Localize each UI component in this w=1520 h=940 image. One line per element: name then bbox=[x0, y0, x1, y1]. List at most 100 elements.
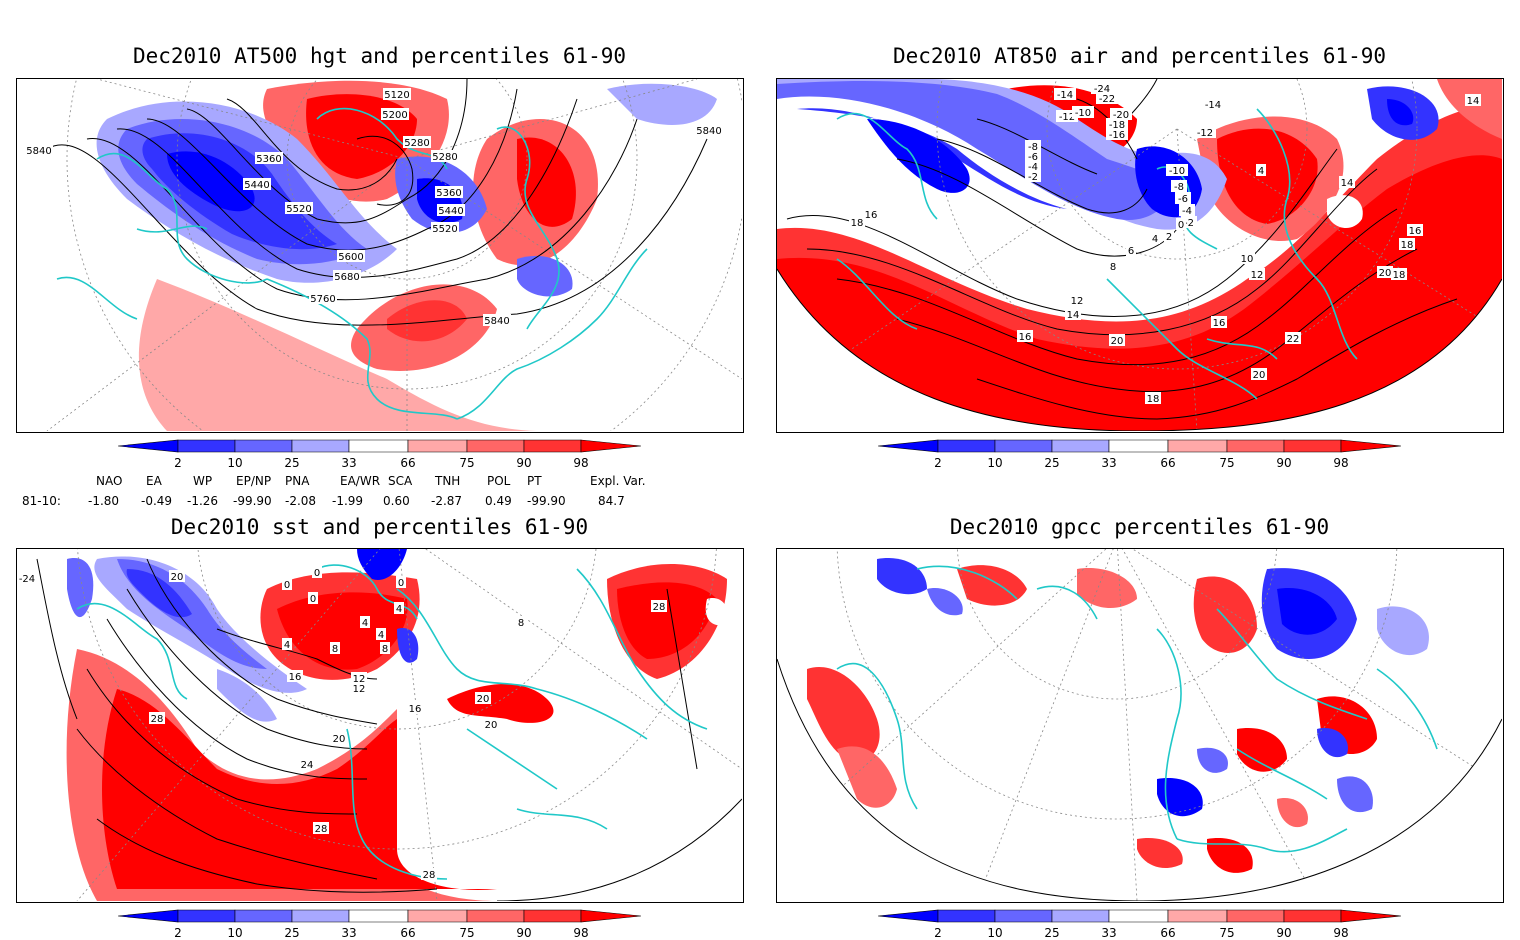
contour-label: -20 bbox=[1110, 108, 1132, 121]
colorbar-tick-label: 10 bbox=[227, 456, 242, 470]
svg-text:-14: -14 bbox=[1057, 90, 1073, 101]
colorbar-tick-label: 66 bbox=[1160, 456, 1175, 470]
contour-label: 5520 bbox=[285, 202, 313, 215]
colorbar-tick-label: 33 bbox=[341, 456, 356, 470]
contour-label: 0 bbox=[312, 566, 322, 579]
colorbar-swatch bbox=[118, 439, 179, 453]
svg-text:-2: -2 bbox=[1184, 218, 1194, 229]
svg-text:5280: 5280 bbox=[432, 152, 457, 163]
contour-label: 8 bbox=[330, 642, 340, 655]
svg-text:-6: -6 bbox=[1178, 194, 1188, 205]
svg-text:12: 12 bbox=[353, 684, 366, 695]
svg-text:14: 14 bbox=[1341, 178, 1354, 189]
svg-text:16: 16 bbox=[1213, 318, 1226, 329]
index-header: EA bbox=[146, 474, 162, 488]
indices-table: NAO EA WP EP/NP PNA EA/WR SCA TNH POL PT Expl. Var… bbox=[0, 474, 700, 514]
colorbar-swatch bbox=[291, 909, 350, 923]
contour-label: 16 bbox=[1211, 316, 1227, 329]
colorbar-tick-label: 25 bbox=[284, 456, 299, 470]
contour-label: 20 bbox=[1377, 266, 1393, 279]
contour-label: 10 bbox=[1239, 252, 1255, 265]
svg-text:8: 8 bbox=[1110, 262, 1116, 273]
panel-title-sst: Dec2010 sst and percentiles 61-90 bbox=[170, 515, 589, 539]
index-header: SCA bbox=[388, 474, 413, 488]
index-header: EA/WR bbox=[340, 474, 381, 488]
svg-text:16: 16 bbox=[1409, 226, 1422, 237]
colorbar-tick-label: 90 bbox=[1276, 456, 1291, 470]
index-header: Expl. Var. bbox=[590, 474, 646, 488]
svg-text:5200: 5200 bbox=[382, 110, 407, 121]
contour-label: 6 bbox=[1126, 244, 1136, 257]
index-value: -1.26 bbox=[187, 494, 219, 508]
svg-text:-18: -18 bbox=[1109, 120, 1125, 131]
contour-label: 5840 bbox=[695, 124, 723, 137]
svg-text:-10: -10 bbox=[1169, 166, 1185, 177]
map-panel-air850: -24 -22 -14 -14 -12 -12 -10 -20 -18 -16 -8 -6 -4 -2 -1… bbox=[776, 78, 1504, 433]
colorbar-swatch bbox=[1051, 439, 1110, 453]
contour-label: 22 bbox=[1285, 332, 1301, 345]
svg-text:18: 18 bbox=[1393, 270, 1406, 281]
colorbar-tick-label: 75 bbox=[1219, 456, 1234, 470]
indices-headers: NAO EA WP EP/NP PNA EA/WR SCA TNH POL PT Expl. Var… bbox=[0, 474, 700, 490]
contour-label: 14 bbox=[1465, 94, 1481, 107]
svg-text:24: 24 bbox=[301, 760, 314, 771]
colorbar-swatch bbox=[177, 439, 236, 453]
svg-text:-20: -20 bbox=[1113, 110, 1129, 121]
svg-text:16: 16 bbox=[289, 672, 302, 683]
contour-label: 4 bbox=[1256, 164, 1266, 177]
svg-text:5440: 5440 bbox=[438, 206, 463, 217]
colorbar-swatch bbox=[580, 439, 642, 453]
svg-text:-4: -4 bbox=[1182, 206, 1192, 217]
svg-text:-12: -12 bbox=[1197, 128, 1213, 139]
contour-label: -24 bbox=[17, 572, 38, 585]
contour-label: 20 bbox=[475, 692, 491, 705]
index-header: WP bbox=[193, 474, 213, 488]
index-row-label: 81-10: bbox=[22, 494, 61, 508]
index-header: TNH bbox=[435, 474, 461, 488]
indices-values: 81-10: -1.80 -0.49 -1.26 -99.90 -2.08 -1.99 0.6… bbox=[0, 494, 700, 510]
colorbar-tick-label: 98 bbox=[1333, 926, 1348, 940]
svg-text:14: 14 bbox=[1067, 310, 1080, 321]
svg-text:5840: 5840 bbox=[484, 316, 509, 327]
svg-text:5280: 5280 bbox=[404, 138, 429, 149]
svg-text:12: 12 bbox=[1251, 270, 1264, 281]
contour-label: 4 bbox=[282, 638, 292, 651]
contour-label: -22 bbox=[1096, 92, 1118, 105]
colorbar-swatch bbox=[994, 439, 1053, 453]
colorbar-swatch bbox=[1283, 439, 1342, 453]
svg-text:-24: -24 bbox=[1094, 84, 1110, 95]
svg-text:5440: 5440 bbox=[244, 180, 269, 191]
contour-label: 5280 bbox=[431, 150, 459, 163]
colorbar-tick-label: 98 bbox=[573, 926, 588, 940]
colorbar-hgt500: 2 10 25 33 66 75 90 98 bbox=[118, 439, 642, 470]
index-value: 0.49 bbox=[485, 494, 512, 508]
colorbar-swatch bbox=[1340, 439, 1402, 453]
svg-text:-8: -8 bbox=[1028, 142, 1038, 153]
svg-text:12: 12 bbox=[353, 674, 366, 685]
contour-label: 28 bbox=[313, 822, 329, 835]
svg-text:5760: 5760 bbox=[310, 294, 335, 305]
svg-text:4: 4 bbox=[284, 640, 290, 651]
svg-text:20: 20 bbox=[485, 720, 498, 731]
contour-label: -4 bbox=[1179, 204, 1195, 217]
index-value: -2.87 bbox=[431, 494, 463, 508]
colorbar-tick-label: 2 bbox=[934, 456, 942, 470]
contour-label: 12 bbox=[1069, 294, 1085, 307]
svg-text:-2: -2 bbox=[1028, 172, 1038, 183]
colorbar-tick-label: 33 bbox=[341, 926, 356, 940]
contour-label: 16 bbox=[863, 208, 879, 221]
contour-label: -10 bbox=[1072, 106, 1094, 119]
svg-text:0: 0 bbox=[310, 594, 316, 605]
svg-text:5520: 5520 bbox=[286, 204, 311, 215]
colorbar-swatch bbox=[1226, 439, 1285, 453]
contour-label: 0 bbox=[396, 576, 406, 589]
contour-label: 2 bbox=[1164, 230, 1174, 243]
svg-text:22: 22 bbox=[1287, 334, 1300, 345]
index-header: PNA bbox=[285, 474, 310, 488]
contour-label: 14 bbox=[1339, 176, 1355, 189]
contour-label: -2 bbox=[1025, 170, 1041, 183]
svg-text:28: 28 bbox=[315, 824, 328, 835]
svg-text:5520: 5520 bbox=[432, 224, 457, 235]
contour-label: -16 bbox=[1106, 128, 1128, 141]
